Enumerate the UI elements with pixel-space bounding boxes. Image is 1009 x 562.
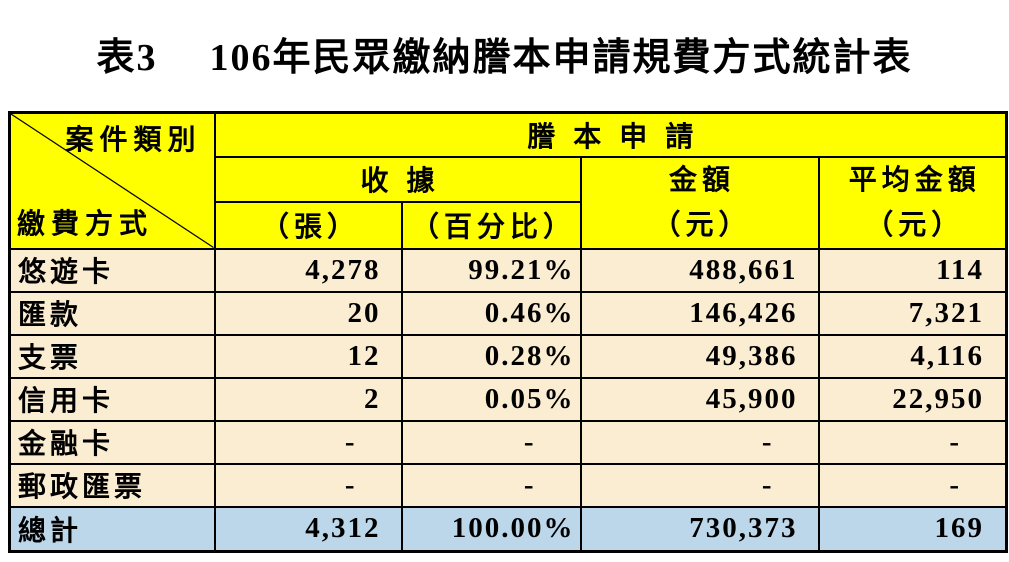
row-label: 金融卡 [8, 419, 216, 465]
total-percent: 100.00% [400, 505, 582, 553]
cell-percent: 0.46% [400, 290, 582, 336]
cell-percent: - [400, 419, 582, 465]
cell-amount: - [579, 419, 820, 465]
header-transcript-application: 謄本申請 [213, 111, 1008, 158]
table-number-label: 表3 [96, 37, 158, 79]
total-average: 169 [817, 505, 1008, 553]
header-amount: 金額 （元） [579, 155, 820, 250]
row-label: 信用卡 [8, 376, 216, 422]
table-row-remittance: 匯款 20 0.46% 146,426 7,321 [8, 290, 1008, 336]
cell-percent: - [400, 462, 582, 508]
row-label: 支票 [8, 333, 216, 379]
cell-sheets: - [213, 462, 403, 508]
total-sheets: 4,312 [213, 505, 403, 553]
corner-label-payment-method: 繳費方式 [17, 208, 154, 240]
cell-sheets: - [213, 419, 403, 465]
fee-payment-stats-table: 案件類別 繳費方式 謄本申請 收據 金額 （元） 平均金額 （元） （張） （百… [8, 111, 1009, 553]
cell-sheets: 12 [213, 333, 403, 379]
total-amount: 730,373 [579, 505, 820, 553]
header-receipt-sheets: （張） [213, 200, 403, 250]
header-average-amount: 平均金額 （元） [817, 155, 1008, 250]
diagonal-divider-line [11, 114, 214, 248]
cell-average: 22,950 [817, 376, 1008, 422]
corner-label-case-category: 案件類別 [65, 125, 202, 156]
cell-average: - [817, 419, 1008, 465]
row-label: 匯款 [8, 290, 216, 336]
header-receipt: 收據 [213, 155, 582, 203]
cell-percent: 0.28% [400, 333, 582, 379]
header-average-amount-unit: （元） [865, 209, 965, 241]
cell-percent: 0.05% [400, 376, 582, 422]
cell-sheets: 2 [213, 376, 403, 422]
table-row-postal-money-order: 郵政匯票 - - - - [8, 462, 1008, 508]
table-title-text: 106年民眾繳納謄本申請規費方式統計表 [209, 37, 913, 79]
header-receipt-percent: （百分比） [400, 200, 582, 250]
cell-amount: - [579, 462, 820, 508]
row-label: 郵政匯票 [8, 462, 216, 508]
header-average-amount-label: 平均金額 [848, 164, 981, 196]
table-row-check: 支票 12 0.28% 49,386 4,116 [8, 333, 1008, 379]
table-row-debit-card: 金融卡 - - - - [8, 419, 1008, 465]
header-amount-label: 金額 [668, 164, 735, 196]
cell-average: 7,321 [817, 290, 1008, 336]
total-label: 總計 [8, 505, 216, 553]
cell-average: - [817, 462, 1008, 508]
corner-header-cell: 案件類別 繳費方式 [8, 111, 216, 250]
cell-average: 4,116 [817, 333, 1008, 379]
cell-amount: 488,661 [579, 247, 820, 293]
header-amount-unit: （元） [652, 209, 752, 241]
row-label: 悠遊卡 [8, 247, 216, 293]
table-row-total: 總計 4,312 100.00% 730,373 169 [8, 505, 1008, 553]
cell-sheets: 20 [213, 290, 403, 336]
cell-percent: 99.21% [400, 247, 582, 293]
cell-amount: 45,900 [579, 376, 820, 422]
cell-average: 114 [817, 247, 1008, 293]
page-title: 表3 106年民眾繳納謄本申請規費方式統計表 [0, 26, 1009, 81]
table-row-easycard: 悠遊卡 4,278 99.21% 488,661 114 [8, 247, 1008, 293]
cell-amount: 49,386 [579, 333, 820, 379]
table-row-credit-card: 信用卡 2 0.05% 45,900 22,950 [8, 376, 1008, 422]
cell-sheets: 4,278 [213, 247, 403, 293]
cell-amount: 146,426 [579, 290, 820, 336]
